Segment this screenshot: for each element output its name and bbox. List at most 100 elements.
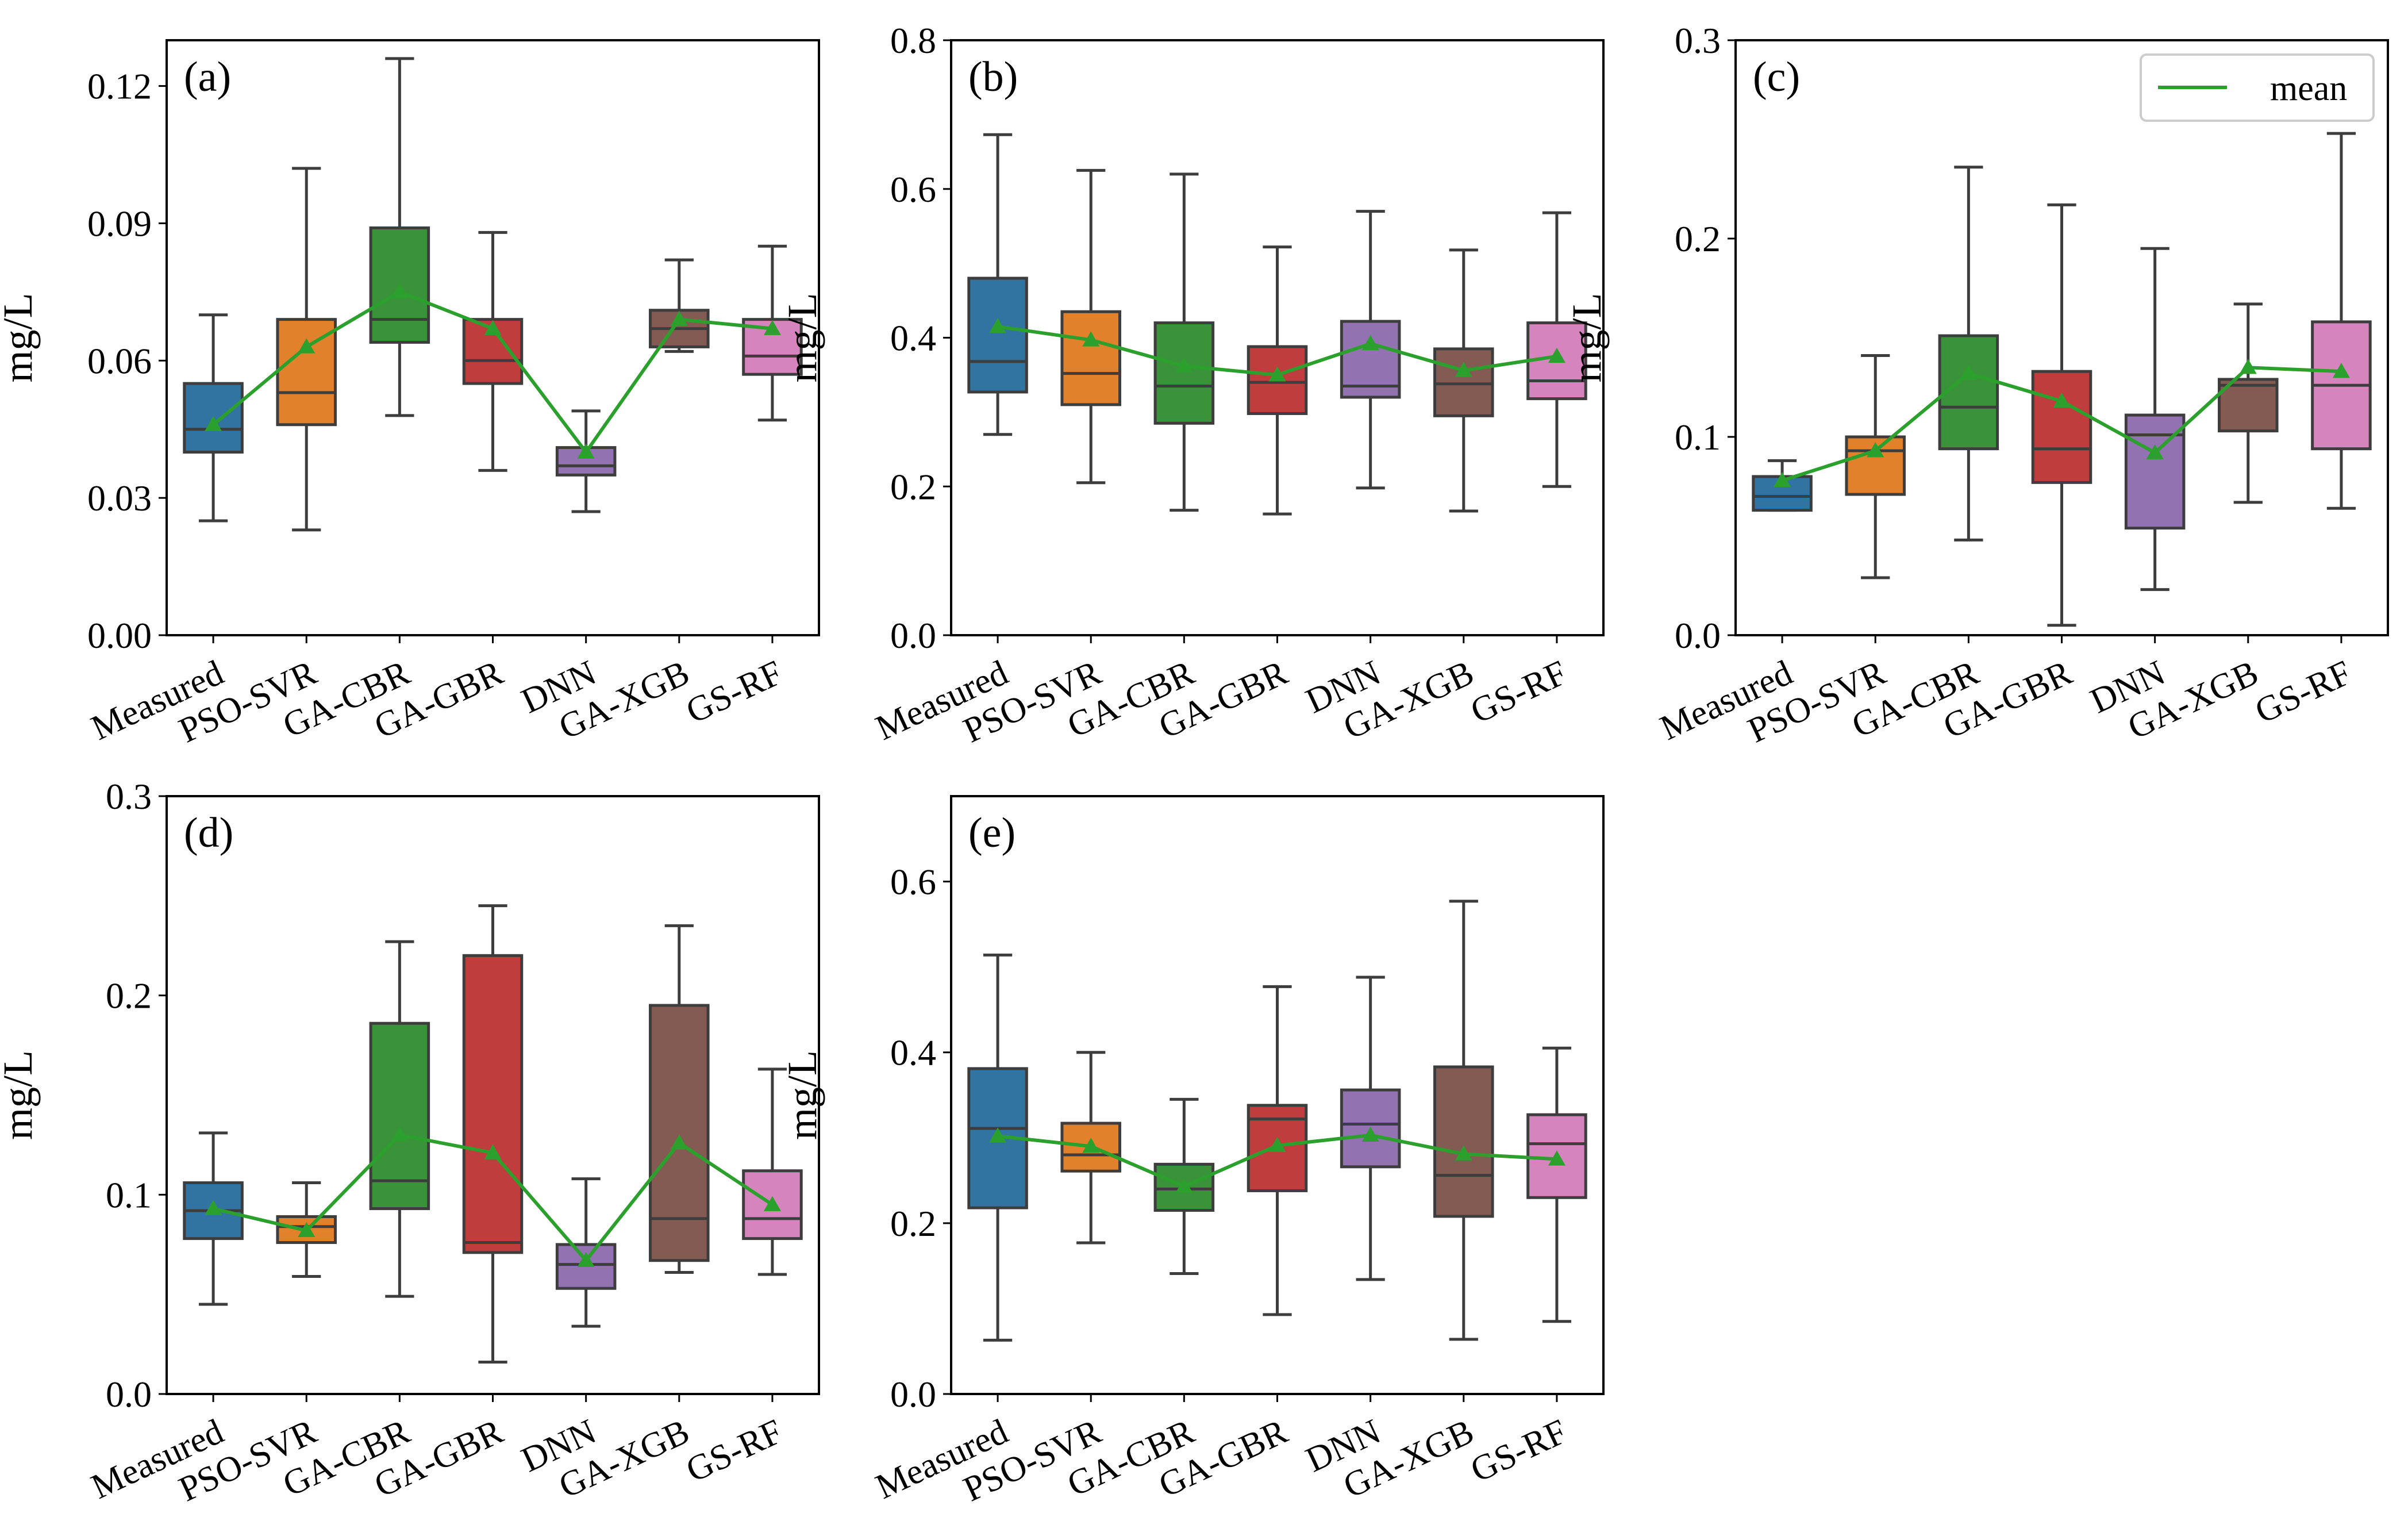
axes-frame [1734,39,2389,636]
panel-a: 0.000.030.060.090.12mg/LMeasuredPSO-SVRG… [0,39,820,750]
mean-marker [1361,1126,1379,1142]
box-iqr [967,276,1028,394]
legend: mean [2140,53,2375,122]
y-axis-label: mg/L [779,1050,825,1140]
y-tick-label: 0.1 [106,1174,152,1215]
y-tick-label: 0.2 [890,466,936,507]
box-measured [967,953,1028,1342]
y-tick-label: 0.6 [890,169,936,210]
mean-marker [1268,366,1286,382]
box-gs-rf [1526,1046,1587,1323]
y-tick-label: 0.1 [1675,417,1721,458]
box-dnn [555,1177,617,1328]
mean-marker [298,1222,316,1237]
mean-marker [484,320,502,335]
x-tick-label: GS-RF [2249,653,2357,731]
y-tick-label: 0.2 [890,1203,936,1244]
mean-marker [1175,357,1193,372]
box-iqr [1433,347,1494,417]
mean-marker [2146,444,2164,459]
mean-marker [2332,363,2350,378]
mean-marker [763,320,781,335]
y-axis-label: mg/L [1564,293,1610,383]
mean-marker [484,1144,502,1159]
box-dnn [2124,247,2186,592]
mean-marker [298,338,316,354]
y-tick-label: 0.2 [1675,218,1721,259]
mean-marker [1867,442,1884,458]
y-axis-label: mg/L [0,1050,41,1140]
mean-marker [670,1134,688,1150]
y-axis-label: mg/L [779,293,825,383]
axes-frame [166,39,820,636]
y-tick-label: 0.0 [106,1374,152,1415]
y-tick-label: 0.6 [890,862,936,903]
mean-marker [2053,392,2071,408]
mean-marker [1361,335,1379,351]
y-tick-label: 0.06 [87,340,152,381]
mean-marker [989,318,1007,333]
x-tick-label: GS-RF [680,653,788,731]
mean-marker [391,1126,409,1142]
box-iqr [1153,321,1215,425]
axes-frame [950,795,1605,1395]
box-ga-xgb [649,258,710,353]
y-tick-label: 0.00 [87,615,152,656]
mean-marker [989,1127,1007,1143]
mean-marker [1455,362,1472,377]
panel-b: 0.00.20.40.60.8mg/LMeasuredPSO-SVRGA-CBR… [779,20,1605,750]
legend-box [2140,53,2375,122]
x-tick-label: GS-RF [1465,653,1573,731]
y-tick-label: 0.0 [890,615,936,656]
box-iqr [1752,475,1813,512]
box-pso-svr [1060,168,1121,485]
panel-e: 0.00.20.40.6mg/LMeasuredPSO-SVRGA-CBRGA-… [779,795,1605,1509]
box-pso-svr [1060,1051,1121,1245]
mean-marker [1082,331,1100,347]
y-tick-label: 0.12 [87,66,152,107]
y-tick-label: 0.0 [1675,615,1721,656]
y-axis-label: mg/L [0,293,41,383]
mean-marker [1548,1150,1565,1166]
box-iqr [1340,320,1401,399]
panel-label: (c) [1753,53,1800,101]
box-measured [1752,459,1813,512]
box-iqr [462,954,524,1254]
mean-marker [577,443,595,459]
mean-marker [205,416,222,432]
y-tick-label: 0.4 [890,318,936,359]
y-tick-label: 0.8 [890,20,936,61]
mean-marker [205,1200,222,1215]
box-ga-xgb [1433,900,1494,1341]
box-ga-xgb [2218,302,2279,504]
mean-marker [1548,347,1565,363]
y-tick-label: 0.4 [890,1032,936,1073]
box-iqr [183,382,244,454]
x-tick-label: GS-RF [680,1412,788,1490]
box-iqr [2031,370,2092,484]
mean-marker [2239,359,2257,374]
box-ga-xgb [649,924,710,1274]
x-tick-label: GS-RF [1465,1412,1573,1490]
legend-label: mean [2270,69,2347,108]
mean-marker [1268,1136,1286,1152]
panel-label: (d) [184,809,233,857]
mean-marker [577,1251,595,1267]
box-measured [967,133,1028,436]
y-tick-label: 0.3 [1675,20,1721,61]
mean-marker [670,310,688,326]
panel-label: (e) [968,809,1015,857]
box-iqr [369,1021,430,1211]
y-tick-label: 0.2 [106,976,152,1016]
box-ga-cbr [369,57,430,417]
box-iqr [1433,1065,1494,1218]
panel-label: (b) [968,53,1018,101]
y-tick-label: 0.3 [106,776,152,817]
mean-marker [1455,1145,1472,1161]
box-ga-gbr [2031,203,2092,627]
box-iqr [2218,378,2279,433]
box-gs-rf [2311,132,2372,510]
box-iqr [555,1243,617,1290]
mean-marker [1175,1177,1193,1193]
